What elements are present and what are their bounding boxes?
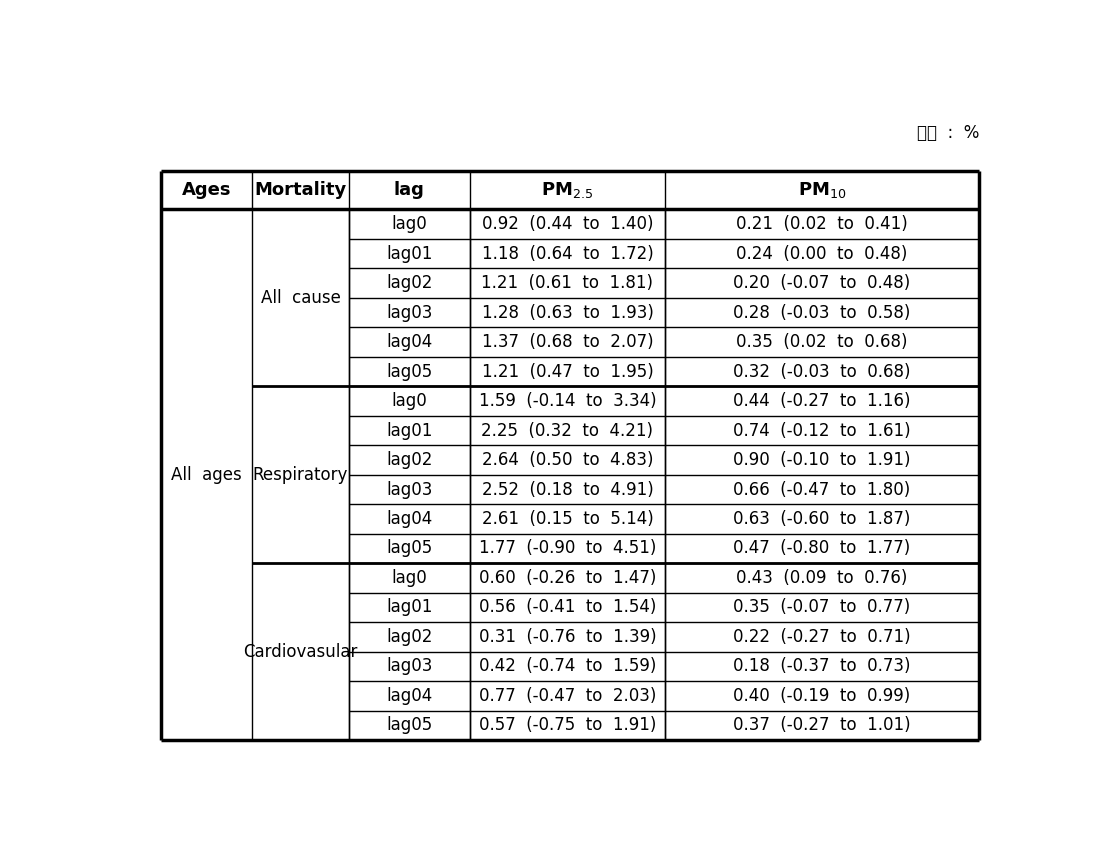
Text: lag05: lag05	[386, 540, 433, 558]
Text: lag03: lag03	[386, 480, 433, 499]
Text: lag02: lag02	[386, 275, 433, 292]
Text: 0.74  (-0.12  to  1.61): 0.74 (-0.12 to 1.61)	[733, 422, 911, 439]
Text: PM$_{10}$: PM$_{10}$	[797, 180, 846, 200]
Text: 0.77  (-0.47  to  2.03): 0.77 (-0.47 to 2.03)	[479, 687, 656, 705]
Text: 0.32  (-0.03  to  0.68): 0.32 (-0.03 to 0.68)	[733, 363, 911, 381]
Text: Cardiovasular: Cardiovasular	[244, 643, 358, 660]
Text: 1.59  (-0.14  to  3.34): 1.59 (-0.14 to 3.34)	[478, 392, 656, 410]
Text: 1.28  (0.63  to  1.93): 1.28 (0.63 to 1.93)	[481, 303, 654, 321]
Text: 0.66  (-0.47  to  1.80): 0.66 (-0.47 to 1.80)	[734, 480, 911, 499]
Text: 1.18  (0.64  to  1.72): 1.18 (0.64 to 1.72)	[481, 245, 654, 263]
Text: PM$_{2.5}$: PM$_{2.5}$	[542, 180, 594, 200]
Text: 2.52  (0.18  to  4.91): 2.52 (0.18 to 4.91)	[481, 480, 654, 499]
Text: 0.35  (-0.07  to  0.77): 0.35 (-0.07 to 0.77)	[734, 598, 911, 616]
Text: 0.31  (-0.76  to  1.39): 0.31 (-0.76 to 1.39)	[478, 628, 656, 646]
Text: All  cause: All cause	[260, 289, 340, 307]
Text: 0.24  (0.00  to  0.48): 0.24 (0.00 to 0.48)	[736, 245, 907, 263]
Text: lag01: lag01	[386, 422, 433, 439]
Text: Ages: Ages	[181, 181, 231, 199]
Text: 0.37  (-0.27  to  1.01): 0.37 (-0.27 to 1.01)	[733, 717, 911, 734]
Text: 0.22  (-0.27  to  0.71): 0.22 (-0.27 to 0.71)	[733, 628, 911, 646]
Text: 1.37  (0.68  to  2.07): 1.37 (0.68 to 2.07)	[481, 333, 653, 351]
Text: 1.77  (-0.90  to  4.51): 1.77 (-0.90 to 4.51)	[479, 540, 656, 558]
Text: lag04: lag04	[386, 333, 433, 351]
Text: 0.42  (-0.74  to  1.59): 0.42 (-0.74 to 1.59)	[479, 657, 656, 676]
Text: lag05: lag05	[386, 717, 433, 734]
Text: 2.25  (0.32  to  4.21): 2.25 (0.32 to 4.21)	[481, 422, 654, 439]
Text: All  ages: All ages	[171, 466, 241, 484]
Text: 단위  :  %: 단위 : %	[917, 124, 980, 142]
Text: 0.47  (-0.80  to  1.77): 0.47 (-0.80 to 1.77)	[734, 540, 911, 558]
Text: lag01: lag01	[386, 598, 433, 616]
Text: Respiratory: Respiratory	[252, 466, 348, 484]
Text: 0.57  (-0.75  to  1.91): 0.57 (-0.75 to 1.91)	[479, 717, 656, 734]
Text: 0.40  (-0.19  to  0.99): 0.40 (-0.19 to 0.99)	[734, 687, 911, 705]
Text: lag0: lag0	[391, 215, 427, 233]
Text: lag01: lag01	[386, 245, 433, 263]
Text: 0.60  (-0.26  to  1.47): 0.60 (-0.26 to 1.47)	[479, 569, 656, 587]
Text: 0.56  (-0.41  to  1.54): 0.56 (-0.41 to 1.54)	[479, 598, 656, 616]
Text: lag03: lag03	[386, 303, 433, 321]
Text: 0.35  (0.02  to  0.68): 0.35 (0.02 to 0.68)	[736, 333, 907, 351]
Text: lag04: lag04	[386, 510, 433, 528]
Text: lag04: lag04	[386, 687, 433, 705]
Text: Mortality: Mortality	[255, 181, 347, 199]
Text: 2.61  (0.15  to  5.14): 2.61 (0.15 to 5.14)	[481, 510, 654, 528]
Text: 0.92  (0.44  to  1.40): 0.92 (0.44 to 1.40)	[481, 215, 653, 233]
Text: 2.64  (0.50  to  4.83): 2.64 (0.50 to 4.83)	[481, 451, 653, 469]
Text: lag0: lag0	[391, 392, 427, 410]
Text: 0.28  (-0.03  to  0.58): 0.28 (-0.03 to 0.58)	[734, 303, 911, 321]
Text: 0.43  (0.09  to  0.76): 0.43 (0.09 to 0.76)	[736, 569, 907, 587]
Text: 0.21  (0.02  to  0.41): 0.21 (0.02 to 0.41)	[736, 215, 907, 233]
Text: lag: lag	[394, 181, 425, 199]
Text: 0.20  (-0.07  to  0.48): 0.20 (-0.07 to 0.48)	[734, 275, 911, 292]
Text: lag02: lag02	[386, 451, 433, 469]
Text: lag05: lag05	[386, 363, 433, 381]
Text: 0.90  (-0.10  to  1.91): 0.90 (-0.10 to 1.91)	[733, 451, 911, 469]
Text: 1.21  (0.47  to  1.95): 1.21 (0.47 to 1.95)	[481, 363, 654, 381]
Text: 1.21  (0.61  to  1.81): 1.21 (0.61 to 1.81)	[481, 275, 654, 292]
Text: 0.63  (-0.60  to  1.87): 0.63 (-0.60 to 1.87)	[734, 510, 911, 528]
Text: lag03: lag03	[386, 657, 433, 676]
Text: 0.44  (-0.27  to  1.16): 0.44 (-0.27 to 1.16)	[733, 392, 911, 410]
Text: 0.18  (-0.37  to  0.73): 0.18 (-0.37 to 0.73)	[733, 657, 911, 676]
Text: lag0: lag0	[391, 569, 427, 587]
Text: lag02: lag02	[386, 628, 433, 646]
